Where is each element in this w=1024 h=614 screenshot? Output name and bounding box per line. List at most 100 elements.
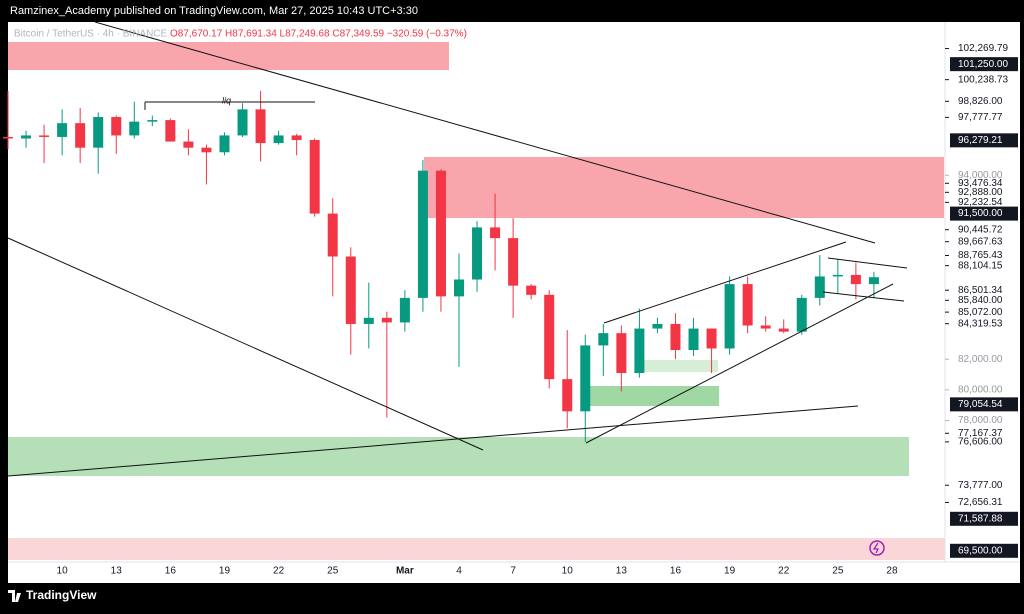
x-tick-label: 25 <box>327 566 339 577</box>
candle-body <box>562 379 573 412</box>
candle-body <box>472 227 483 280</box>
zone <box>640 360 718 372</box>
y-tick-label: 78,000.00 <box>958 415 1003 426</box>
price-label-box <box>950 543 1018 558</box>
price-label-box <box>950 511 1018 526</box>
candle-body <box>327 213 338 257</box>
candle-body <box>598 333 609 346</box>
x-tick-label: 19 <box>219 566 231 577</box>
price-label: 97,777.77 <box>958 112 1003 123</box>
ohlc: O87,670.17 H87,691.34 L87,249.68 C87,349… <box>170 29 467 40</box>
price-label-box <box>950 397 1018 412</box>
price-label: 86,501.34 <box>958 285 1003 296</box>
x-tick-label: 4 <box>456 566 462 577</box>
zone <box>8 42 449 70</box>
candle-body <box>75 123 86 148</box>
price-label: 100,238.73 <box>958 74 1008 85</box>
y-tick-label: 82,000.00 <box>958 354 1003 365</box>
x-tick-label: 13 <box>616 566 628 577</box>
candle-body <box>616 333 627 374</box>
candle-body <box>832 274 843 277</box>
price-label: 92,888.00 <box>958 187 1003 198</box>
candle-body <box>706 328 717 349</box>
candle-body <box>255 109 266 144</box>
x-tick-label: 10 <box>562 566 574 577</box>
candle-body <box>526 285 537 295</box>
candle-body <box>309 140 320 214</box>
price-label-box <box>950 206 1018 221</box>
publisher: Ramzinex_Academy published on TradingVie… <box>10 5 418 17</box>
price-label: 88,765.43 <box>958 250 1003 261</box>
price-label: 72,656.31 <box>958 497 1003 508</box>
candle-body <box>381 317 392 323</box>
candle-body <box>273 135 284 144</box>
x-tick-label: 16 <box>670 566 682 577</box>
x-tick-label: 13 <box>111 566 123 577</box>
candle-body <box>454 279 464 297</box>
candle-body <box>724 284 735 349</box>
zone <box>586 386 719 406</box>
price-label: 88,104.15 <box>958 260 1003 271</box>
candle-body <box>435 170 446 297</box>
candle-body <box>760 325 771 329</box>
price-label: 92,232.54 <box>958 197 1003 208</box>
candle-body <box>814 276 825 298</box>
candle-body <box>345 256 356 324</box>
candle-body <box>417 170 428 298</box>
price-label: 98,826.00 <box>958 96 1003 107</box>
candle-body <box>688 328 699 351</box>
x-tick-label: 7 <box>510 566 516 577</box>
zone <box>8 538 950 560</box>
candle-body <box>399 297 410 323</box>
annotation: liq <box>222 95 231 105</box>
x-tick-label: 22 <box>778 566 790 577</box>
chart-bg <box>8 22 1020 583</box>
price-label: 101,250.00 <box>958 59 1008 70</box>
candle-body <box>57 123 68 137</box>
zone <box>8 437 909 476</box>
price-label: 91,500.00 <box>958 208 1003 219</box>
x-tick-label: 25 <box>832 566 844 577</box>
price-label: 93,476.34 <box>958 178 1003 189</box>
price-label-box <box>950 57 1018 72</box>
candle-body <box>544 294 555 380</box>
candle-body <box>111 117 122 136</box>
candle-body <box>778 328 789 332</box>
price-label: 85,072.00 <box>958 307 1003 318</box>
price-label: 89,667.63 <box>958 236 1003 247</box>
candle-body <box>868 277 879 285</box>
candle-body <box>129 121 140 136</box>
x-tick-label: 19 <box>724 566 736 577</box>
price-label: 69,500.00 <box>958 545 1003 556</box>
price-label: 96,279.21 <box>958 135 1003 146</box>
alert-icon[interactable] <box>869 540 885 556</box>
candle-body <box>93 117 104 148</box>
price-label: 85,840.00 <box>958 295 1003 306</box>
x-tick-label: 16 <box>165 566 177 577</box>
footer-brand: TradingView <box>26 588 97 602</box>
x-tick-label: 22 <box>273 566 285 577</box>
price-axis <box>945 22 1020 562</box>
candle-body <box>21 135 32 139</box>
candle-body <box>291 135 302 141</box>
candle-body <box>363 317 374 324</box>
x-tick-label: 10 <box>57 566 69 577</box>
candle-body <box>183 141 194 148</box>
price-label-box <box>950 133 1018 148</box>
candle-body <box>237 109 248 136</box>
logo <box>8 590 21 602</box>
price-label: 71,587.88 <box>958 513 1003 524</box>
price-label: 76,606.00 <box>958 437 1003 448</box>
candle-body <box>39 135 50 137</box>
price-label: 73,777.00 <box>958 480 1003 491</box>
candle-body <box>580 345 591 412</box>
candle-body <box>742 284 753 326</box>
candle-body <box>165 120 176 142</box>
candle-body <box>796 297 807 332</box>
candle-body <box>850 274 861 285</box>
price-label: 102,269.79 <box>958 43 1008 54</box>
candle-body <box>147 120 158 122</box>
alert-icon <box>872 542 880 554</box>
price-label: 79,054.54 <box>958 399 1003 410</box>
